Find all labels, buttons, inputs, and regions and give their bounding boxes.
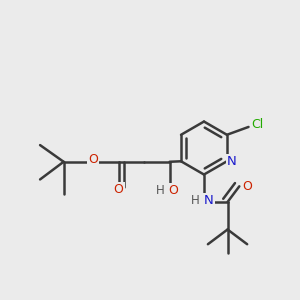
Text: O: O <box>242 180 252 193</box>
Text: H: H <box>155 184 164 197</box>
Text: H: H <box>191 194 200 207</box>
Text: O: O <box>114 183 124 196</box>
Text: N: N <box>227 155 237 168</box>
Text: N: N <box>204 194 214 207</box>
Text: Cl: Cl <box>251 118 263 131</box>
Text: O: O <box>169 184 178 197</box>
Text: O: O <box>88 153 98 166</box>
